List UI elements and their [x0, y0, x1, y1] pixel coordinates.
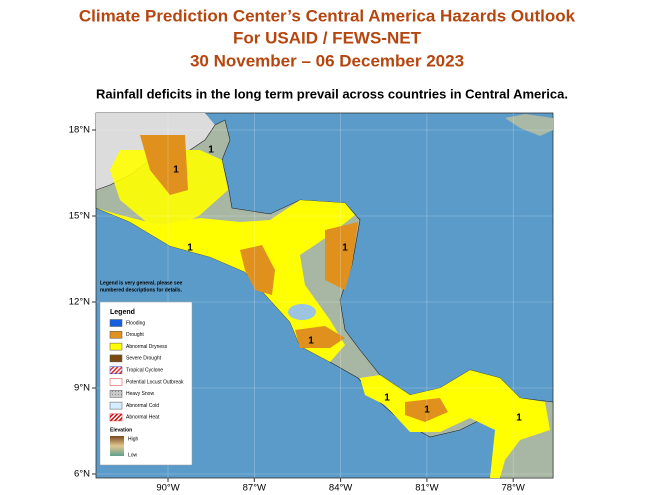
- map: 18°N 15°N 12°N 9°N 6°N 90°W 87°W 84°W 81°W 78°W 1…: [69, 112, 554, 494]
- lon-label: 87°W: [243, 483, 266, 494]
- caribbean-island: [505, 114, 553, 136]
- graticule: [96, 113, 553, 478]
- region-labels: 1 1 1 1 1 1 1 1: [173, 145, 522, 424]
- legend-swatch: [109, 401, 123, 410]
- lat-label: 9°N: [74, 383, 90, 394]
- title-line: 30 November – 06 December 2023: [190, 51, 464, 70]
- subtitle: Rainfall deficits in the long term preva…: [96, 86, 568, 101]
- lon-label: 84°W: [329, 483, 352, 494]
- title-line: For USAID / FEWS-NET: [233, 28, 422, 47]
- legend-label: Abnormal Dryness: [126, 344, 168, 350]
- drought-area: [140, 135, 188, 195]
- region-label: 1: [424, 405, 430, 416]
- legend-swatch: [109, 413, 123, 422]
- legend-title: Legend: [110, 309, 135, 316]
- drought-area: [405, 398, 448, 422]
- lon-label: 78°W: [502, 483, 525, 494]
- elevation-swatch: [110, 436, 124, 456]
- dryness-area: [96, 200, 355, 362]
- region-label: 1: [516, 413, 522, 424]
- legend-note: Legend is very general, please see: [100, 280, 182, 286]
- dryness-area: [360, 370, 550, 478]
- legend-swatch: [109, 342, 123, 351]
- elevation-title: Elevation: [110, 427, 132, 433]
- legend-label: Abnormal Cold: [126, 403, 159, 409]
- region-label: 1: [208, 145, 214, 156]
- legend-label: Potential Locust Outbreak: [126, 379, 184, 385]
- ticks: 18°N 15°N 12°N 9°N 6°N 90°W 87°W 84°W 81°W 78°W: [69, 125, 525, 494]
- legend-label: Abnormal Heat: [126, 415, 160, 421]
- legend-label: Drought: [126, 332, 144, 338]
- elevation-low: Low: [128, 452, 138, 458]
- lake: [288, 304, 316, 320]
- lat-label: 15°N: [69, 211, 90, 222]
- drought-area: [240, 245, 275, 295]
- legend-label: Tropical Cyclone: [126, 368, 163, 374]
- legend-swatch: [109, 331, 123, 339]
- lat-label: 18°N: [69, 125, 90, 136]
- drought-area: [295, 326, 345, 348]
- legend-swatch: [109, 366, 123, 374]
- lat-label: 12°N: [69, 297, 90, 308]
- legend-label: Flooding: [126, 320, 145, 326]
- lon-label: 90°W: [156, 483, 179, 494]
- region-label: 1: [342, 243, 348, 254]
- lon-label: 81°W: [415, 483, 438, 494]
- legend: Legend Elevation High Low Flooding Drough…: [99, 301, 193, 466]
- region-label: 1: [187, 243, 193, 254]
- elevation-high: High: [128, 436, 139, 442]
- drought-area: [325, 222, 358, 290]
- region-label: 1: [308, 336, 314, 347]
- legend-label: Severe Drought: [126, 356, 162, 362]
- lat-label: 6°N: [74, 469, 90, 480]
- legend-swatch: [109, 390, 123, 398]
- region-label: 1: [384, 393, 390, 404]
- legend-label: Heavy Snow: [126, 391, 154, 397]
- legend-swatch: [109, 354, 123, 363]
- title-line: Climate Prediction Center’s Central Amer…: [79, 6, 576, 25]
- legend-note: numbered descriptions for details.: [100, 287, 183, 293]
- region-label: 1: [173, 165, 179, 176]
- legend-swatch: [109, 319, 123, 327]
- legend-swatch: [109, 378, 123, 386]
